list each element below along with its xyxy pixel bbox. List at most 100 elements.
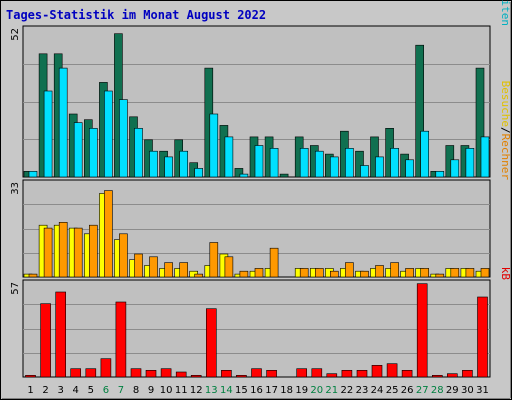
bar-bottom-kb-day-3 xyxy=(55,291,67,378)
bar-bottom-kb-day-28 xyxy=(431,374,443,378)
bar-middle-rechner-day-30 xyxy=(465,268,475,278)
bar-middle-rechner-day-14 xyxy=(224,256,234,278)
bar-bottom-kb-day-24 xyxy=(371,364,383,378)
bar-top-seiten-day-9 xyxy=(149,150,158,178)
x-label-day-28: 28 xyxy=(431,385,444,396)
bar-top-seiten-day-4 xyxy=(73,122,83,178)
bar-bottom-kb-day-31 xyxy=(477,296,488,378)
x-label-day-20: 20 xyxy=(310,385,323,396)
bar-bottom-kb-day-23 xyxy=(356,369,368,378)
bar-top-seiten-day-24 xyxy=(375,156,384,178)
bar-top-anfragen-day-18 xyxy=(279,173,289,178)
bar-middle-rechner-day-10 xyxy=(164,262,173,278)
bar-top-seiten-day-19 xyxy=(299,148,309,178)
bar-bottom-kb-day-9 xyxy=(145,369,157,378)
x-label-day-18: 18 xyxy=(280,385,293,396)
bar-middle-rechner-day-16 xyxy=(254,268,264,278)
legend-bottom-panel: kB xyxy=(499,267,512,281)
x-label-day-26: 26 xyxy=(401,385,414,396)
bar-top-seiten-day-8 xyxy=(134,128,143,178)
x-label-day-24: 24 xyxy=(371,385,384,396)
bar-bottom-kb-day-1 xyxy=(25,374,36,378)
bar-top-seiten-day-22 xyxy=(345,148,354,178)
bar-middle-rechner-day-28 xyxy=(435,273,445,278)
x-label-day-14: 14 xyxy=(220,385,233,396)
bar-middle-rechner-day-8 xyxy=(134,253,143,278)
bar-top-seiten-day-2 xyxy=(43,90,53,178)
bar-bottom-kb-day-26 xyxy=(401,369,413,378)
bar-top-seiten-day-1 xyxy=(28,171,38,178)
bar-top-seiten-day-29 xyxy=(450,159,460,178)
bar-bottom-kb-day-20 xyxy=(311,368,323,378)
x-label-day-11: 11 xyxy=(175,385,188,396)
bar-top-anfragen-day-15 xyxy=(234,168,244,178)
bar-middle-rechner-day-27 xyxy=(420,268,430,278)
bar-bottom-kb-day-16 xyxy=(251,368,262,378)
bar-middle-rechner-day-11 xyxy=(179,262,188,278)
bar-middle-rechner-day-6 xyxy=(104,190,113,278)
bar-top-seiten-day-6 xyxy=(104,90,113,178)
x-label-day-12: 12 xyxy=(190,385,203,396)
x-label-day-22: 22 xyxy=(341,385,354,396)
x-label-day-16: 16 xyxy=(250,385,263,396)
bar-bottom-kb-day-21 xyxy=(326,373,338,378)
x-label-day-3: 3 xyxy=(58,385,64,396)
bar-middle-rechner-day-15 xyxy=(239,270,249,278)
bar-top-seiten-day-26 xyxy=(405,159,414,178)
x-label-day-8: 8 xyxy=(133,385,139,396)
bars-layer xyxy=(23,33,490,378)
bar-middle-rechner-day-13 xyxy=(209,242,219,278)
bar-top-seiten-day-14 xyxy=(224,136,234,178)
x-label-day-9: 9 xyxy=(148,385,154,396)
x-label-day-17: 17 xyxy=(265,385,278,396)
bar-top-seiten-day-27 xyxy=(420,130,430,178)
bar-middle-rechner-day-23 xyxy=(360,270,369,278)
bar-middle-rechner-day-31 xyxy=(480,268,490,278)
bar-middle-rechner-day-26 xyxy=(405,268,414,278)
bar-top-seiten-day-15 xyxy=(239,173,249,178)
bar-top-seiten-day-20 xyxy=(314,150,324,178)
x-label-day-6: 6 xyxy=(103,385,109,396)
bar-bottom-kb-day-8 xyxy=(130,368,142,378)
bar-top-seiten-day-13 xyxy=(209,113,219,178)
bar-bottom-kb-day-5 xyxy=(85,368,97,378)
legend-middle-panel: Besuche/Rechner xyxy=(499,81,512,181)
y-max-label-bottom: 57 xyxy=(10,282,21,295)
bar-middle-rechner-day-4 xyxy=(73,227,83,278)
x-label-day-10: 10 xyxy=(160,385,173,396)
bar-middle-rechner-day-3 xyxy=(58,222,68,278)
bar-bottom-kb-day-4 xyxy=(70,368,81,378)
bar-top-seiten-day-28 xyxy=(435,171,445,178)
y-max-label-middle: 33 xyxy=(10,182,21,195)
bar-top-seiten-day-17 xyxy=(269,148,279,178)
bar-bottom-kb-day-19 xyxy=(296,368,308,378)
bar-top-seiten-day-10 xyxy=(164,156,173,178)
x-label-day-31: 31 xyxy=(476,385,489,396)
bar-top-seiten-day-25 xyxy=(390,148,399,178)
bar-bottom-kb-day-29 xyxy=(446,373,458,378)
bar-bottom-kb-day-30 xyxy=(462,369,473,378)
bar-bottom-kb-day-13 xyxy=(206,308,217,378)
bar-middle-rechner-day-19 xyxy=(299,268,309,278)
x-label-day-21: 21 xyxy=(325,385,338,396)
bar-top-seiten-day-5 xyxy=(89,128,98,178)
bar-top-seiten-day-12 xyxy=(194,168,203,178)
bar-middle-rechner-day-1 xyxy=(28,273,38,278)
x-label-day-1: 1 xyxy=(27,385,33,396)
x-label-day-4: 4 xyxy=(73,385,79,396)
bar-bottom-kb-day-27 xyxy=(416,283,428,378)
bar-middle-rechner-day-5 xyxy=(89,224,98,278)
x-label-day-5: 5 xyxy=(88,385,94,396)
bar-top-anfragen-day-23 xyxy=(355,150,364,178)
bar-bottom-kb-day-7 xyxy=(115,301,127,378)
x-label-day-13: 13 xyxy=(205,385,218,396)
bar-top-seiten-day-11 xyxy=(179,150,188,178)
x-axis-day-labels: 1 2 3 4 5 6 7 8 9 10 11 12 13 14 15 16 17 18 19 20 21 22 23 24 2… xyxy=(27,385,489,396)
bar-bottom-kb-day-15 xyxy=(236,374,247,378)
x-label-day-27: 27 xyxy=(416,385,429,396)
bar-middle-rechner-day-29 xyxy=(450,268,460,278)
bar-middle-rechner-day-24 xyxy=(375,265,384,278)
legend-top-panel: Anfragen/Dateien/Seiten xyxy=(499,0,512,26)
bar-bottom-kb-day-2 xyxy=(40,303,51,378)
